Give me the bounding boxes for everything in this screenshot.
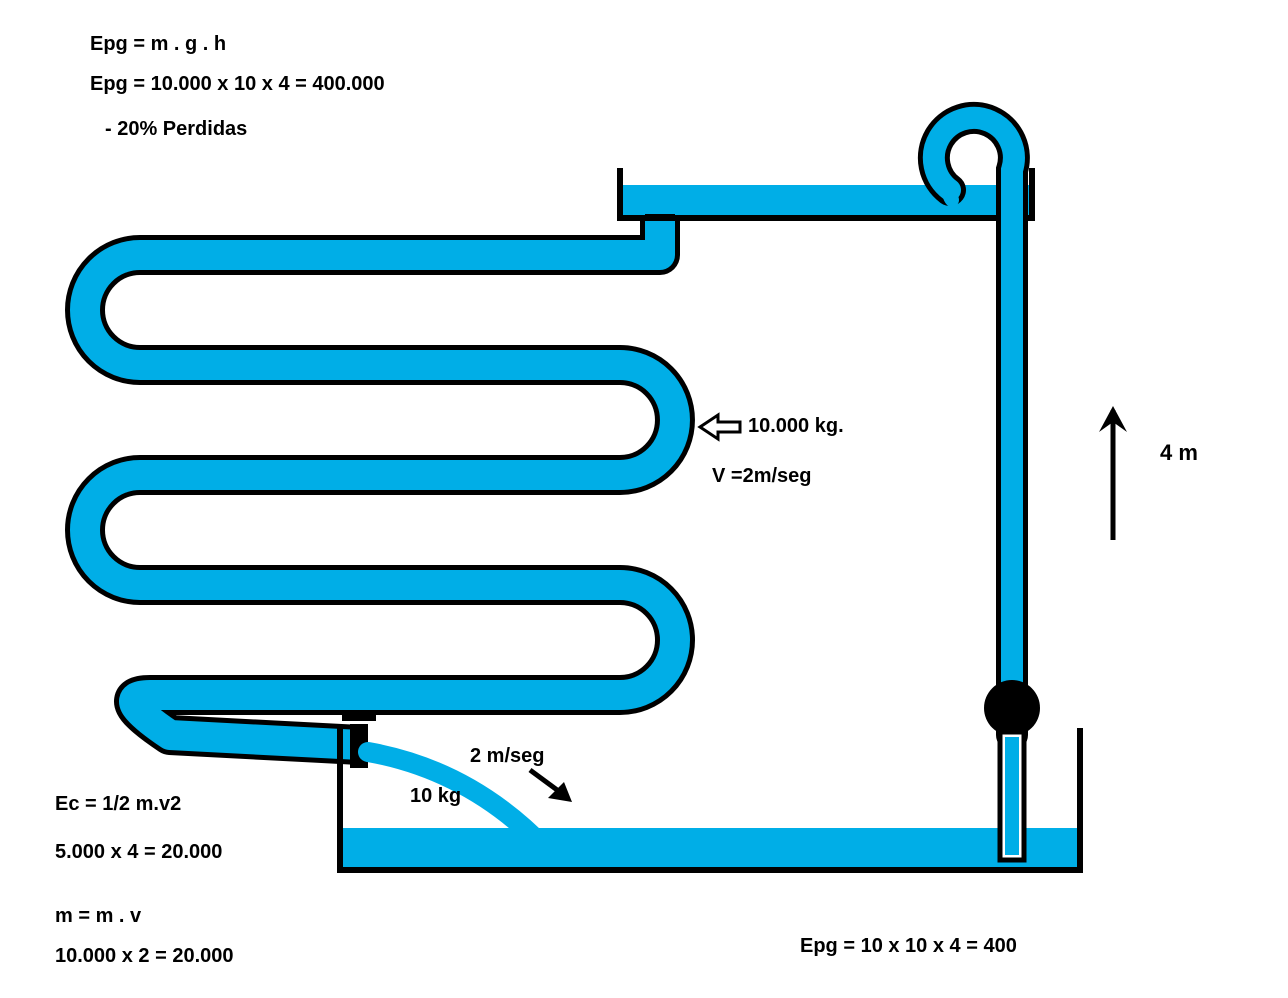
label-outlet-mass: 10 kg	[410, 785, 461, 807]
label-mom-calc: 10.000 x 2 = 20.000	[55, 945, 234, 967]
label-ec-formula: Ec = 1/2 m.v2	[55, 793, 181, 815]
coil-pipe-water	[85, 215, 675, 745]
arrow-outlet-icon	[530, 770, 572, 802]
label-epg-formula: Epg = m . g . h	[90, 33, 226, 55]
label-height: 4 m	[1160, 440, 1198, 465]
label-outlet-vel: 2 m/seg	[470, 745, 544, 767]
label-mom-formula: m = m . v	[55, 905, 142, 927]
upper-tank	[620, 168, 1032, 220]
label-mass-coil: 10.000 kg.	[748, 415, 844, 437]
label-epg-small: Epg = 10 x 10 x 4 = 400	[800, 935, 1017, 957]
pump-ball	[984, 680, 1040, 736]
arrow-left-icon	[700, 415, 740, 439]
physics-diagram: Epg = m . g . h Epg = 10.000 x 10 x 4 = …	[0, 0, 1288, 998]
intake-pipe	[1000, 732, 1024, 860]
label-epg-calc: Epg = 10.000 x 10 x 4 = 400.000	[90, 73, 385, 95]
label-losses: - 20% Perdidas	[105, 118, 247, 140]
label-ec-calc: 5.000 x 4 = 20.000	[55, 841, 222, 863]
arrow-up-icon	[1099, 406, 1127, 540]
label-velocity-coil: V =2m/seg	[712, 465, 812, 487]
